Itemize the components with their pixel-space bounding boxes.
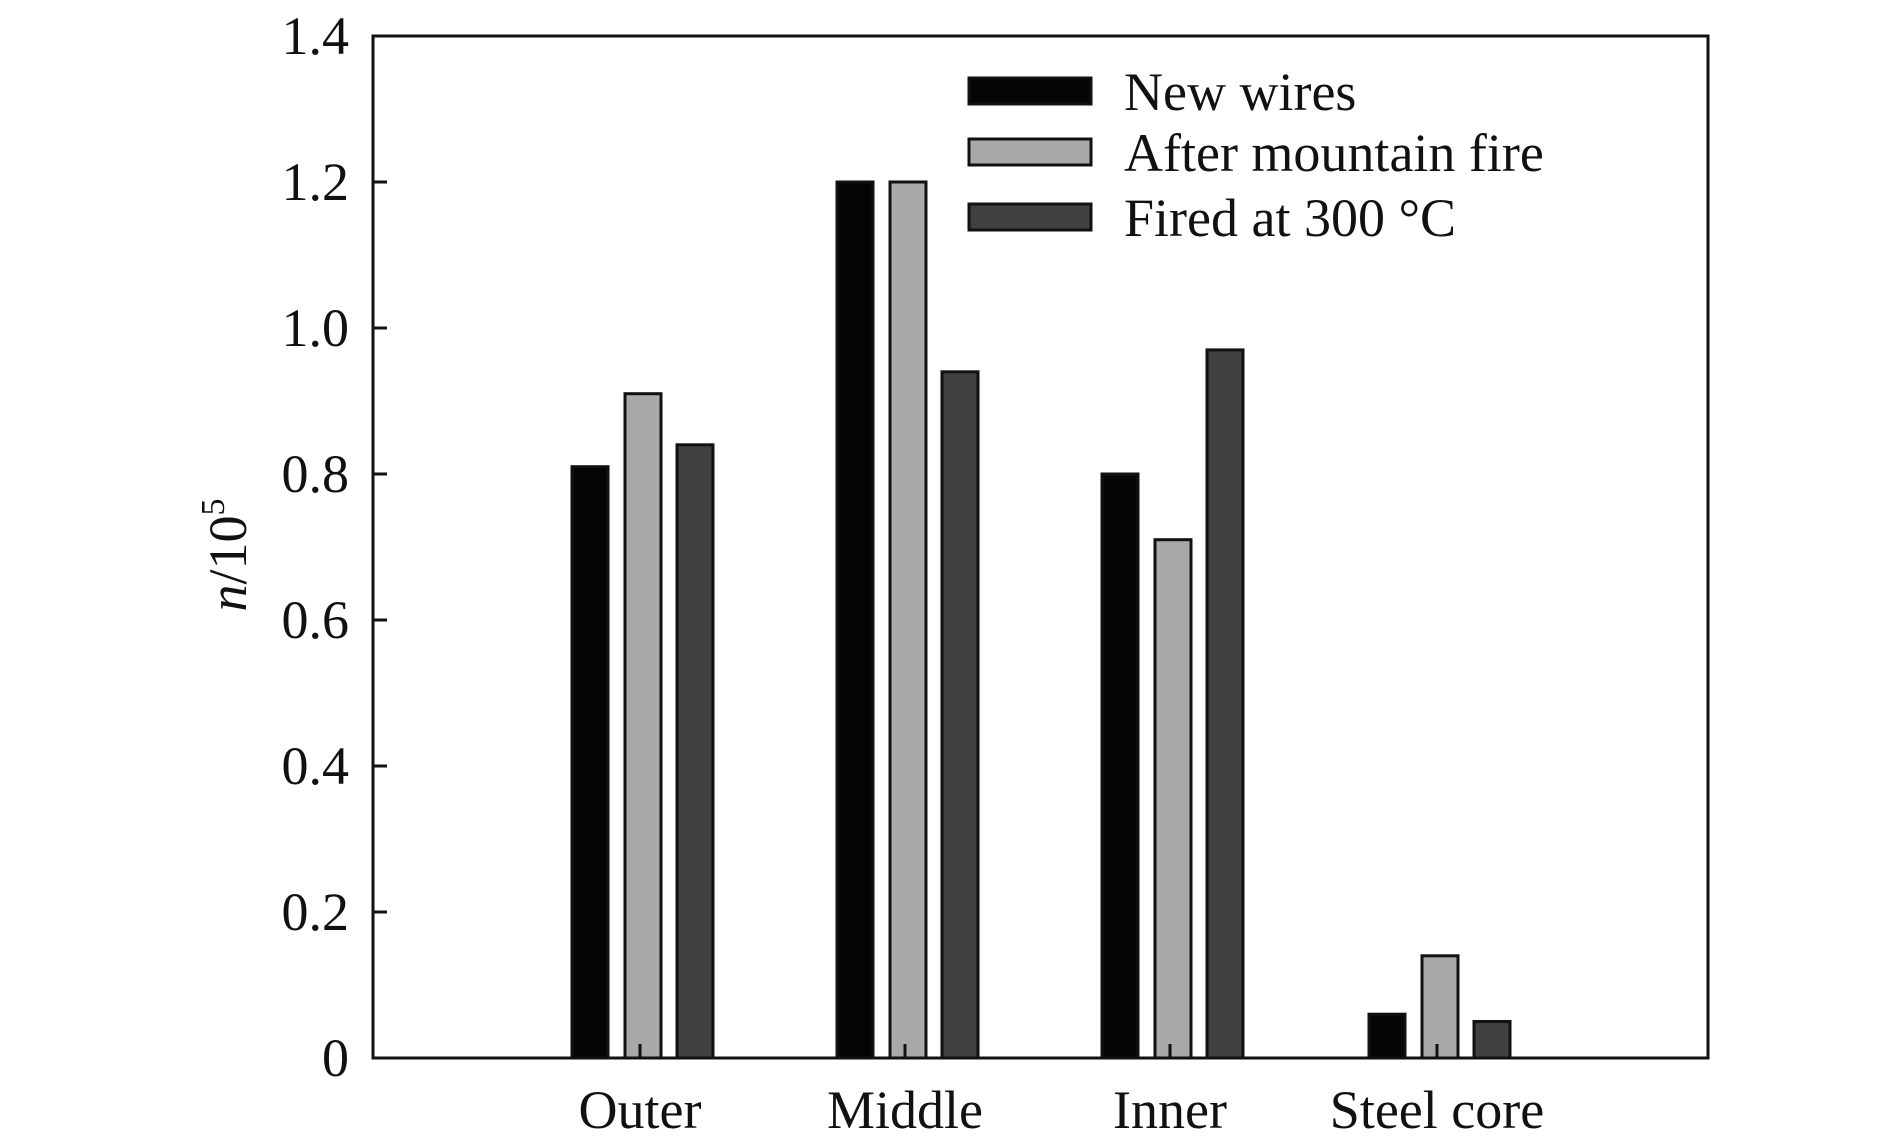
x-category-label: Outer [579, 1080, 702, 1140]
y-tick-label: 0.2 [282, 882, 350, 942]
y-axis-ticks: 0 0.2 0.4 0.6 0.8 1.0 1.2 1.4 [282, 6, 387, 1088]
legend-swatch [967, 202, 1093, 232]
plot-frame [371, 34, 1710, 1060]
y-tick-label: 0.6 [282, 590, 350, 650]
legend-label: New wires [1124, 62, 1356, 122]
bar-new-wires-middle [835, 180, 875, 1060]
y-tick-label: 1.0 [282, 298, 350, 358]
bars-group [570, 180, 1512, 1060]
bar-fired-at-300-c-middle [940, 370, 980, 1060]
bar-after-mountain-fire-inner [1153, 538, 1193, 1060]
bar-new-wires-outer [570, 465, 610, 1060]
bar-new-wires-steel-core [1367, 1012, 1407, 1060]
y-tick-label: 1.4 [282, 6, 350, 66]
x-axis-category-labels: Outer Middle Inner Steel core [579, 1044, 1544, 1140]
bar-after-mountain-fire-middle [888, 180, 928, 1060]
bar-fired-at-300-c-outer [675, 443, 715, 1060]
y-axis-title-base: /10 [198, 515, 258, 584]
legend-swatch [967, 137, 1093, 167]
y-tick-label: 1.2 [282, 152, 350, 212]
y-tick-label: 0.8 [282, 444, 350, 504]
bar-fired-at-300-c-steel-core [1472, 1020, 1512, 1060]
y-tick-label: 0 [322, 1028, 349, 1088]
legend-swatch [967, 76, 1093, 106]
y-axis-title-variable: n [198, 585, 258, 612]
legend-label: After mountain fire [1124, 123, 1544, 183]
bar-after-mountain-fire-steel-core [1420, 954, 1460, 1060]
x-category-label: Steel core [1330, 1080, 1544, 1140]
y-tick-label: 0.4 [282, 736, 350, 796]
y-axis-title: n/105 [195, 498, 258, 611]
bar-fired-at-300-c-inner [1205, 348, 1245, 1060]
bar-new-wires-inner [1100, 472, 1140, 1060]
bar-after-mountain-fire-outer [623, 392, 663, 1060]
x-category-label: Middle [827, 1080, 983, 1140]
legend-label: Fired at 300 °C [1124, 188, 1456, 248]
x-category-label: Inner [1113, 1080, 1227, 1140]
y-axis-title-exponent: 5 [195, 498, 232, 515]
